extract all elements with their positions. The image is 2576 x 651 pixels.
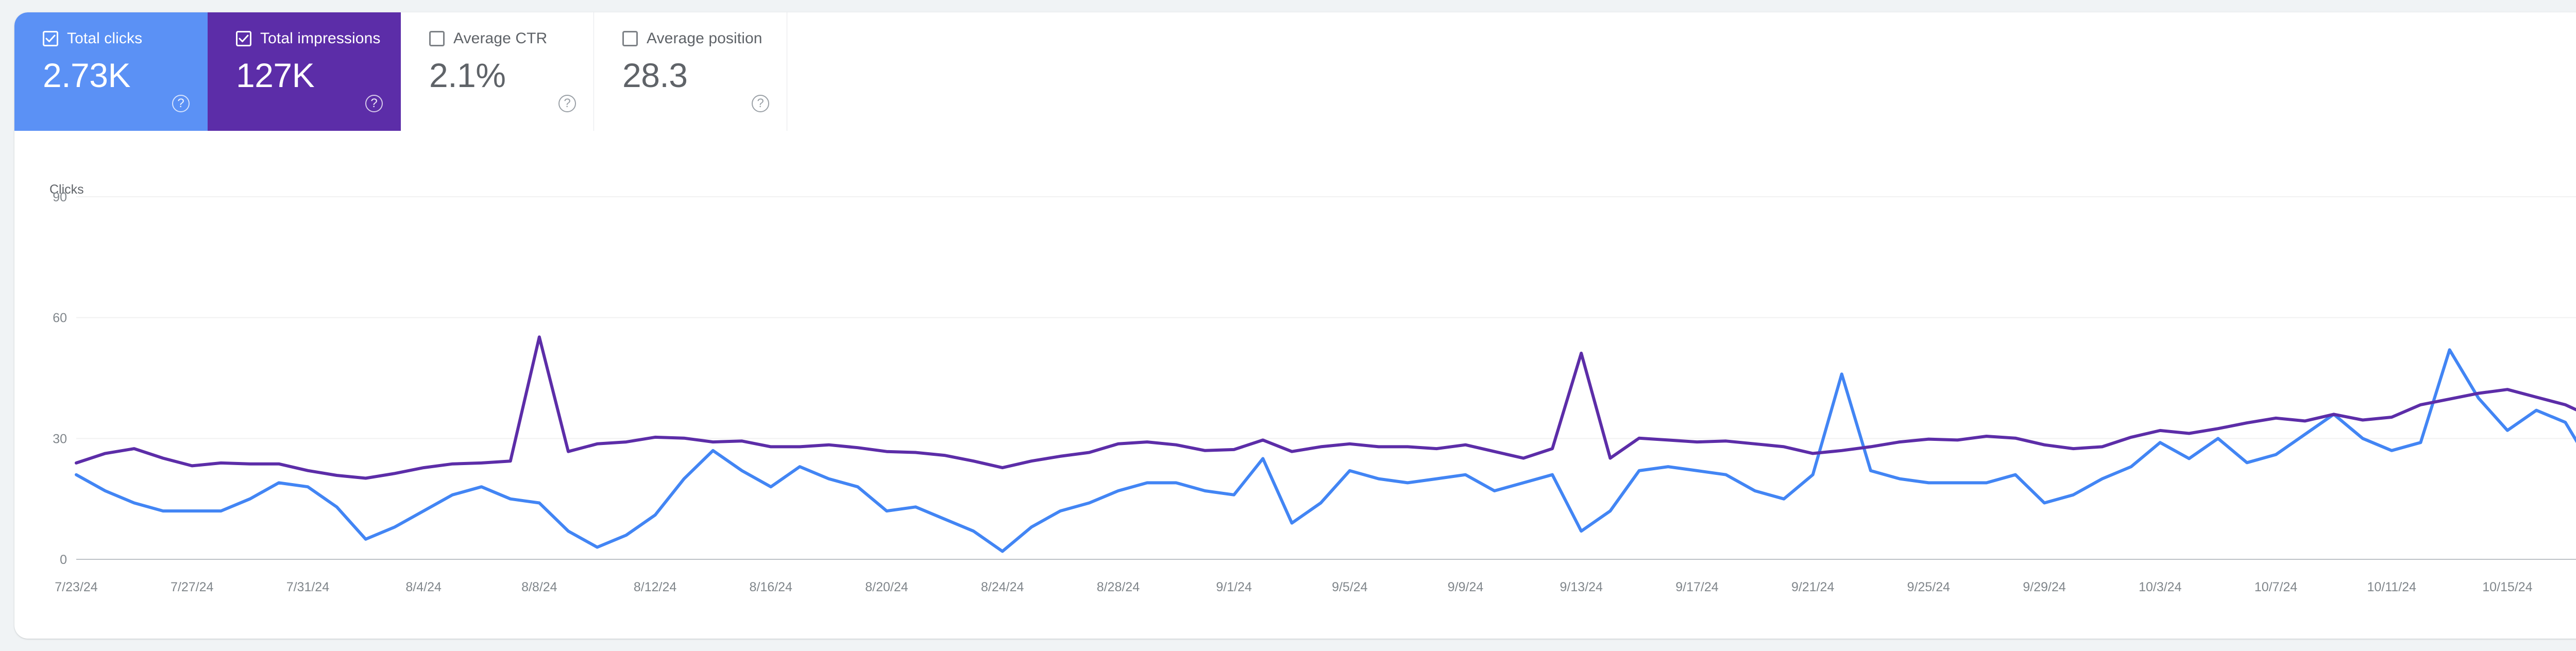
metric-label: Average position bbox=[647, 30, 762, 47]
metric-tiles: Total clicks 2.73K ? Total impressions 1… bbox=[14, 12, 787, 131]
x-axis-tick-label: 8/28/24 bbox=[1097, 580, 1140, 594]
checkbox-unchecked-icon[interactable] bbox=[622, 31, 638, 46]
checkbox-checked-icon[interactable] bbox=[236, 31, 251, 46]
left-axis-tick-label: 60 bbox=[53, 311, 67, 326]
x-axis-tick-label: 9/25/24 bbox=[1907, 580, 1951, 594]
left-axis-tick-label: 90 bbox=[53, 190, 67, 204]
help-icon[interactable]: ? bbox=[558, 95, 576, 112]
help-icon[interactable]: ? bbox=[365, 95, 383, 112]
checkbox-checked-icon[interactable] bbox=[43, 31, 58, 46]
performance-panel: Total clicks 2.73K ? Total impressions 1… bbox=[14, 12, 2576, 639]
x-axis-tick-label: 8/12/24 bbox=[634, 580, 677, 594]
x-axis-tick-label: 8/16/24 bbox=[750, 580, 793, 594]
metric-card-header: Average position bbox=[622, 30, 787, 47]
x-axis-tick-label: 8/20/24 bbox=[865, 580, 908, 594]
metric-card-average-position[interactable]: Average position 28.3 ? bbox=[594, 12, 787, 131]
performance-chart: Clicks Impressions 903.8K602.5K301.3K007… bbox=[14, 131, 2576, 639]
x-axis-tick-label: 10/7/24 bbox=[2255, 580, 2298, 594]
x-axis-tick-label: 7/31/24 bbox=[286, 580, 330, 594]
left-axis-tick-label: 0 bbox=[60, 553, 67, 567]
checkbox-unchecked-icon[interactable] bbox=[429, 31, 445, 46]
left-axis-tick-label: 30 bbox=[53, 432, 67, 446]
left-axis-title: Clicks bbox=[49, 182, 84, 197]
metric-card-total-impressions[interactable]: Total impressions 127K ? bbox=[208, 12, 401, 131]
x-axis-tick-label: 10/11/24 bbox=[2367, 580, 2416, 594]
series-line-impressions bbox=[75, 335, 2576, 480]
series-line-clicks bbox=[75, 348, 2576, 553]
x-axis-tick-label: 8/4/24 bbox=[405, 580, 442, 594]
metric-card-header: Total impressions bbox=[236, 30, 400, 47]
x-axis-tick-label: 7/27/24 bbox=[171, 580, 214, 594]
x-axis-tick-label: 9/9/24 bbox=[1448, 580, 1484, 594]
x-axis-tick-label: 9/13/24 bbox=[1560, 580, 1603, 594]
x-axis-tick-label: 9/1/24 bbox=[1216, 580, 1252, 594]
x-axis-tick-label: 8/8/24 bbox=[521, 580, 557, 594]
metric-card-header: Total clicks bbox=[43, 30, 207, 47]
metric-card-header: Average CTR bbox=[429, 30, 594, 47]
x-axis-tick-label: 9/17/24 bbox=[1675, 580, 1719, 594]
x-axis-tick-label: 10/3/24 bbox=[2139, 580, 2182, 594]
help-icon[interactable]: ? bbox=[752, 95, 769, 112]
metric-value: 2.1% bbox=[429, 56, 506, 94]
x-axis-tick-label: 9/21/24 bbox=[1791, 580, 1835, 594]
metric-label: Average CTR bbox=[453, 30, 548, 47]
metric-value: 2.73K bbox=[43, 56, 130, 94]
x-axis-tick-label: 8/24/24 bbox=[981, 580, 1024, 594]
metric-label: Total impressions bbox=[260, 30, 381, 47]
chart-plot-area[interactable]: 903.8K602.5K301.3K007/23/247/27/247/31/2… bbox=[14, 131, 2576, 639]
x-axis-tick-label: 9/29/24 bbox=[2023, 580, 2066, 594]
help-icon[interactable]: ? bbox=[172, 95, 190, 112]
x-axis-tick-label: 10/15/24 bbox=[2482, 580, 2532, 594]
x-axis-tick-label: 9/5/24 bbox=[1332, 580, 1368, 594]
metric-card-total-clicks[interactable]: Total clicks 2.73K ? bbox=[14, 12, 208, 131]
metric-value: 28.3 bbox=[622, 56, 688, 94]
metric-card-average-ctr[interactable]: Average CTR 2.1% ? bbox=[401, 12, 594, 131]
metric-value: 127K bbox=[236, 56, 315, 94]
x-axis-tick-label: 7/23/24 bbox=[55, 580, 98, 594]
metric-label: Total clicks bbox=[67, 30, 143, 47]
